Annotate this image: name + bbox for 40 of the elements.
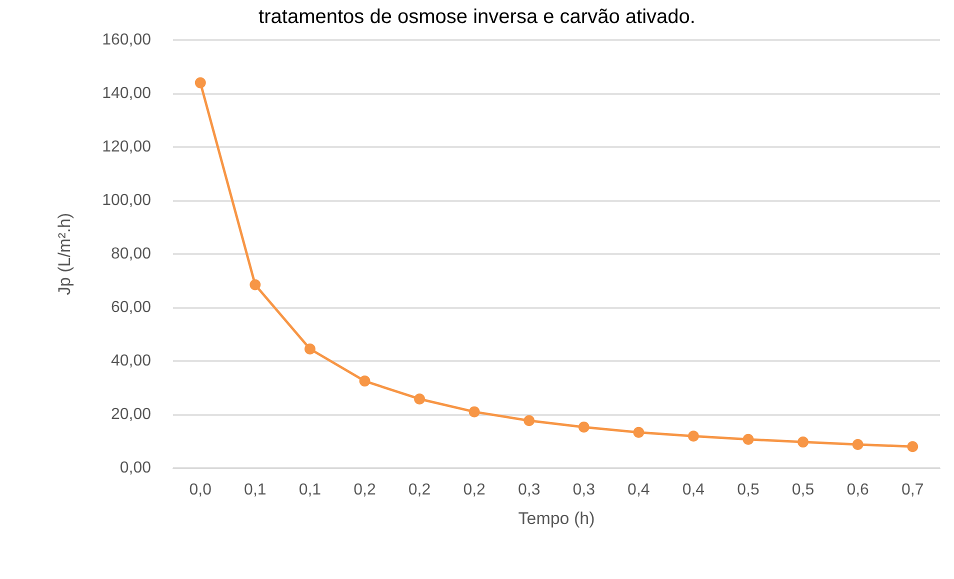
point	[250, 279, 261, 290]
y-tick-label: 0,00	[120, 460, 152, 476]
chart-title: tratamentos de osmose inversa e carvão ativado.	[258, 6, 696, 28]
y-tick-label: 140,00	[102, 85, 152, 102]
point	[742, 434, 754, 445]
y-tick-label: 80,00	[110, 246, 152, 262]
point	[852, 438, 864, 450]
x-tick-label: 0,5	[737, 482, 760, 498]
x-tick-label: 0,2	[354, 482, 376, 498]
point	[633, 426, 644, 438]
point	[524, 415, 535, 426]
x-tick-label: 0,1	[244, 482, 266, 498]
x-tick-label: 0,3	[572, 482, 596, 498]
x-tick-label: 0,4	[628, 482, 650, 498]
y-tick-label: 100,00	[102, 192, 152, 209]
point	[578, 422, 590, 433]
y-tick-label: 40,00	[110, 352, 152, 370]
y-tick-label: 60,00	[110, 299, 152, 316]
point	[194, 77, 206, 88]
point	[907, 441, 918, 452]
point	[798, 436, 809, 448]
x-tick-label: 0,4	[682, 482, 705, 498]
point	[414, 393, 426, 404]
x-tick-label: 0,7	[901, 482, 924, 498]
x-tick-label: 0,2	[463, 482, 486, 498]
x-tick-label: 0,1	[298, 482, 322, 498]
x-tick-label: 0,2	[408, 482, 431, 498]
x-axis-title: Tempo (h)	[518, 509, 595, 528]
y-tick-label: 160,00	[102, 32, 152, 48]
x-tick-label: 0,6	[846, 482, 870, 498]
x-tick-label: 0,5	[792, 482, 814, 498]
y-axis-title: Jp (L/m².h)	[55, 212, 74, 296]
point	[688, 430, 699, 442]
point	[304, 343, 316, 354]
y-tick-label: 20,00	[110, 406, 152, 423]
point	[468, 406, 480, 418]
y-tick-label: 120,00	[102, 138, 152, 156]
x-tick-label: 0,0	[189, 482, 212, 498]
x-tick-label: 0,3	[518, 482, 540, 498]
point	[359, 376, 370, 387]
